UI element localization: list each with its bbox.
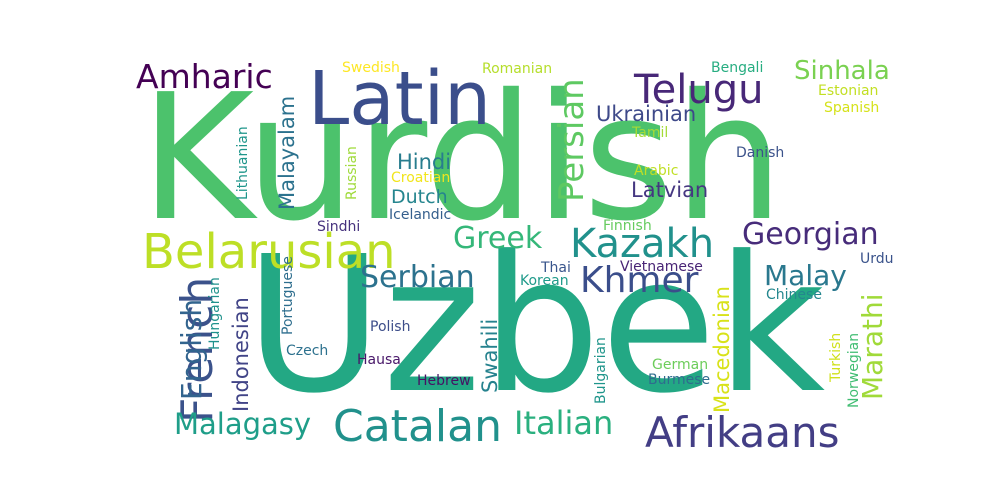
word-kazakh: Kazakh: [570, 221, 715, 267]
word-greek: Greek: [453, 221, 543, 256]
word-swedish: Swedish: [342, 60, 400, 76]
word-sinhala: Sinhala: [794, 56, 890, 86]
word-estonian: Estonian: [818, 83, 879, 99]
word-chinese: Chinese: [766, 287, 822, 303]
word-italian: Italian: [514, 404, 614, 442]
word-malay: Malay: [764, 259, 847, 292]
word-georgian: Georgian: [742, 217, 879, 252]
word-belarusian: Belarusian: [142, 224, 396, 280]
word-amharic: Amharic: [136, 57, 273, 96]
word-polish: Polish: [370, 319, 411, 335]
word-hindi: Hindi: [397, 150, 452, 174]
word-russian: Russian: [344, 146, 360, 200]
word-latin: Latin: [308, 56, 492, 142]
word-dutch: Dutch: [391, 186, 448, 208]
word-urdu: Urdu: [860, 251, 894, 267]
word-english: English: [175, 298, 208, 400]
word-czech: Czech: [286, 343, 329, 359]
word-turkish: Turkish: [828, 332, 844, 382]
word-malagasy: Malagasy: [174, 407, 312, 441]
word-telugu: Telugu: [634, 67, 764, 113]
word-tamil: Tamil: [632, 125, 669, 141]
word-hungarian: Hungarian: [207, 277, 223, 350]
word-bengali: Bengali: [711, 60, 764, 76]
word-portuguese: Portuguese: [280, 256, 296, 335]
word-korean: Korean: [520, 273, 569, 289]
word-lithuanian: Lithuanian: [235, 126, 251, 200]
word-indonesian: Indonesian: [229, 297, 253, 412]
word-danish: Danish: [736, 145, 785, 161]
word-spanish: Spanish: [824, 100, 880, 116]
word-latvian: Latvian: [631, 178, 709, 202]
word-croatian: Croatian: [391, 170, 451, 186]
word-romanian: Romanian: [482, 61, 553, 77]
word-marathi: Marathi: [856, 293, 889, 401]
word-afrikaans: Afrikaans: [645, 408, 840, 457]
word-catalan: Catalan: [333, 401, 502, 452]
word-thai: Thai: [541, 260, 571, 276]
word-persian: Persian: [552, 78, 592, 202]
word-arabic: Arabic: [634, 163, 679, 179]
word-german: German: [652, 357, 709, 373]
word-hausa: Hausa: [357, 352, 401, 368]
word-serbian: Serbian: [360, 260, 475, 295]
word-uzbek: Uzbek: [245, 216, 826, 435]
word-norwegian: Norwegian: [846, 332, 862, 408]
word-bulgarian: Bulgarian: [593, 337, 609, 404]
word-khmer: Khmer: [580, 260, 699, 301]
word-finnish: Finnish: [603, 218, 652, 234]
word-hebrew: Hebrew: [417, 373, 471, 389]
word-macedonian: Macedonian: [710, 286, 734, 413]
word-ukrainian: Ukrainian: [596, 102, 697, 126]
word-vietnamese: Vietnamese: [620, 259, 703, 275]
word-malayalam: Malayalam: [275, 95, 299, 210]
word-sindhi: Sindhi: [317, 219, 361, 235]
word-burmese: Burmese: [648, 372, 711, 388]
word-icelandic: Icelandic: [389, 207, 452, 223]
word-swahili: Swahili: [478, 318, 502, 393]
word-kurdish: Kurdish: [140, 57, 784, 260]
